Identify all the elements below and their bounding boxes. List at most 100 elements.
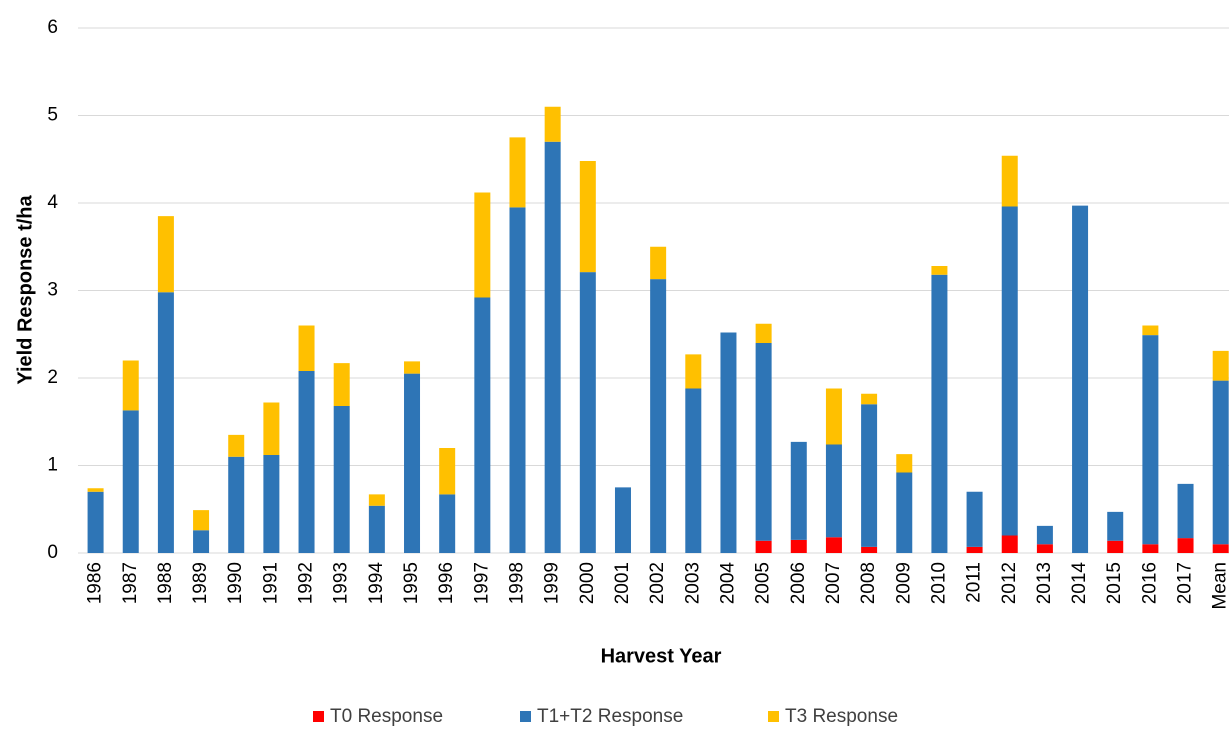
y-tick-label: 4 bbox=[47, 192, 58, 213]
x-tick-label: 1996 bbox=[436, 562, 457, 604]
bar-segment bbox=[1036, 544, 1053, 553]
bar-segment bbox=[1001, 155, 1018, 207]
x-tick-label: 2016 bbox=[1139, 562, 1160, 604]
bar-segment bbox=[1177, 483, 1194, 539]
legend-swatch bbox=[313, 711, 324, 722]
bar-segment bbox=[650, 246, 667, 280]
bar-segment bbox=[861, 393, 878, 405]
y-tick-label: 1 bbox=[47, 455, 58, 476]
bar-segment bbox=[1036, 525, 1053, 545]
bar-segment bbox=[439, 448, 456, 495]
x-tick-label: 2005 bbox=[753, 562, 774, 604]
bar-segment bbox=[509, 207, 526, 553]
x-tick-label: 1988 bbox=[155, 562, 176, 604]
x-tick-label: 2010 bbox=[928, 562, 949, 604]
bar-segment bbox=[544, 141, 561, 553]
x-tick-label: 2008 bbox=[858, 562, 879, 604]
bar-segment bbox=[755, 323, 772, 343]
x-tick-label: 2002 bbox=[647, 562, 668, 604]
bar-segment bbox=[1177, 538, 1194, 553]
bar-segment bbox=[474, 192, 491, 298]
bar-segment bbox=[263, 402, 280, 455]
bar-segment bbox=[685, 354, 702, 389]
bar-segment bbox=[755, 540, 772, 553]
x-tick-label: 1986 bbox=[85, 562, 106, 604]
bar-segment bbox=[1212, 380, 1229, 545]
y-tick-label: 5 bbox=[47, 105, 58, 126]
y-tick-label: 0 bbox=[47, 542, 58, 563]
x-tick-label: 2006 bbox=[788, 562, 809, 604]
x-tick-label: 1994 bbox=[366, 562, 387, 605]
x-tick-label: 1990 bbox=[225, 562, 246, 604]
y-axis-label: Yield Response t/ha bbox=[14, 194, 36, 384]
x-tick-label: 2001 bbox=[612, 562, 633, 604]
bar-segment bbox=[263, 455, 280, 553]
legend-label: T3 Response bbox=[785, 706, 898, 727]
bar-segment bbox=[368, 505, 385, 553]
bar-segment bbox=[1001, 206, 1018, 536]
bar-segment bbox=[404, 373, 421, 553]
bar-segment bbox=[614, 487, 631, 553]
bar-segment bbox=[193, 510, 210, 531]
bar-segment bbox=[650, 279, 667, 553]
bar-segment bbox=[896, 472, 913, 553]
y-tick-label: 3 bbox=[47, 280, 58, 301]
bar-segment bbox=[193, 530, 210, 553]
bar-segment bbox=[790, 441, 807, 540]
legend-label: T1+T2 Response bbox=[537, 706, 683, 727]
x-tick-label: 2004 bbox=[717, 562, 738, 605]
x-tick-label: 1998 bbox=[507, 562, 528, 604]
bar-segment bbox=[439, 494, 456, 553]
bar-segment bbox=[1142, 325, 1159, 336]
bar-segment bbox=[685, 388, 702, 553]
bar-segment bbox=[1107, 540, 1124, 553]
bar-segment bbox=[228, 434, 245, 457]
x-tick-label: 1993 bbox=[331, 562, 352, 604]
bar-segment bbox=[861, 404, 878, 547]
bar-segment bbox=[1142, 544, 1159, 553]
x-tick-label: 1999 bbox=[542, 562, 563, 604]
bar-segment bbox=[1107, 511, 1124, 541]
bar-segment bbox=[896, 454, 913, 473]
bar-segment bbox=[298, 371, 315, 553]
bar-segment bbox=[966, 546, 983, 553]
x-tick-label: 1992 bbox=[296, 562, 317, 604]
x-tick-label: 2013 bbox=[1034, 562, 1055, 604]
bar-segment bbox=[87, 491, 104, 553]
bar-segment bbox=[755, 343, 772, 541]
bar-segment bbox=[333, 363, 350, 406]
bar-segment bbox=[87, 488, 104, 492]
bar-segment bbox=[861, 546, 878, 553]
x-tick-label: 1987 bbox=[120, 562, 141, 604]
bar-segment bbox=[404, 361, 421, 374]
bar-segment bbox=[368, 494, 385, 506]
bar-segment bbox=[122, 360, 139, 411]
x-tick-label: Mean bbox=[1210, 562, 1229, 610]
x-tick-label: 2017 bbox=[1175, 562, 1196, 604]
bar-segment bbox=[825, 537, 842, 553]
x-tick-label: 2014 bbox=[1069, 562, 1090, 605]
y-tick-label: 2 bbox=[47, 367, 58, 388]
bar-segment bbox=[509, 137, 526, 208]
x-tick-label: 2012 bbox=[999, 562, 1020, 604]
bar-segment bbox=[474, 297, 491, 553]
bar-segment bbox=[1212, 350, 1229, 381]
bar-segment bbox=[1072, 205, 1089, 553]
bar-segment bbox=[298, 325, 315, 371]
bar-segment bbox=[790, 539, 807, 553]
x-tick-label: 2015 bbox=[1104, 562, 1125, 604]
bar-segment bbox=[1001, 535, 1018, 553]
legend-swatch bbox=[768, 711, 779, 722]
bar-segment bbox=[157, 292, 174, 553]
bar-segment bbox=[825, 444, 842, 538]
x-tick-label: 1991 bbox=[260, 562, 281, 604]
x-tick-label: 2000 bbox=[577, 562, 598, 604]
bar-segment bbox=[966, 491, 983, 547]
legend-label: T0 Response bbox=[330, 706, 443, 727]
bar-segment bbox=[720, 332, 737, 553]
bar-segment bbox=[157, 216, 174, 293]
legend-swatch bbox=[520, 711, 531, 722]
bar-segment bbox=[931, 266, 948, 275]
bar-segment bbox=[544, 106, 561, 142]
